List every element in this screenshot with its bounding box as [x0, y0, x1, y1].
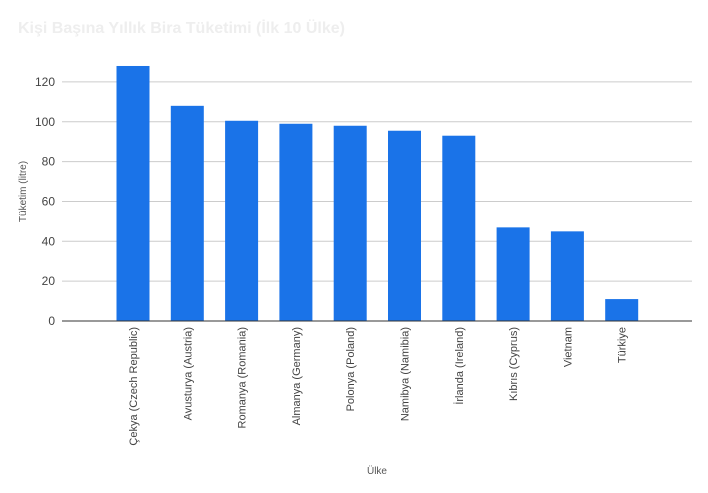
bar-5 — [388, 130, 421, 321]
x-category-label-2: Romanya (Romania) — [237, 327, 249, 428]
grid-lines — [62, 81, 692, 282]
bar-1 — [170, 105, 204, 321]
x-category-label-3: Almanya (Germany) — [291, 327, 303, 425]
y-tick-label-60: 60 — [42, 194, 56, 208]
bar-8 — [550, 231, 584, 321]
x-category-label-5: Namibya (Namibia) — [400, 327, 412, 421]
x-category-label-7: Kıbrıs (Cyprus) — [508, 327, 520, 401]
x-axis-category-labels: Çekya (Czech Republic) Avusturya (Austria… — [128, 327, 629, 446]
bar-3 — [279, 123, 313, 321]
x-category-label-4: Polonya (Poland) — [345, 327, 357, 411]
bar-0 — [116, 65, 150, 321]
y-axis-ticks: 0 20 40 60 80 100 120 — [35, 75, 55, 328]
x-category-label-0: Çekya (Czech Republic) — [128, 327, 140, 446]
x-category-label-8: Vietnam — [562, 327, 574, 367]
chart-title: Kişi Başına Yıllık Bira Tüketimi (İlk 10… — [18, 20, 345, 37]
y-tick-label-20: 20 — [42, 274, 56, 288]
y-tick-label-40: 40 — [42, 234, 56, 248]
bar-7 — [496, 227, 530, 321]
bar-9 — [605, 299, 639, 321]
x-category-label-9: Türkiye — [617, 327, 629, 363]
bar-4 — [333, 125, 367, 321]
y-axis-title: Tüketim (litre) — [18, 161, 29, 222]
x-category-label-6: İrlanda (Ireland) — [453, 327, 466, 405]
x-axis-title: Ülke — [367, 465, 387, 477]
bar-6 — [442, 135, 476, 321]
bar-2 — [225, 120, 259, 322]
y-tick-label-120: 120 — [35, 75, 55, 89]
y-tick-label-0: 0 — [48, 314, 55, 328]
bars — [116, 65, 639, 322]
x-category-label-1: Avusturya (Austria) — [182, 327, 194, 420]
y-tick-label-100: 100 — [35, 115, 55, 129]
y-tick-label-80: 80 — [42, 155, 56, 169]
